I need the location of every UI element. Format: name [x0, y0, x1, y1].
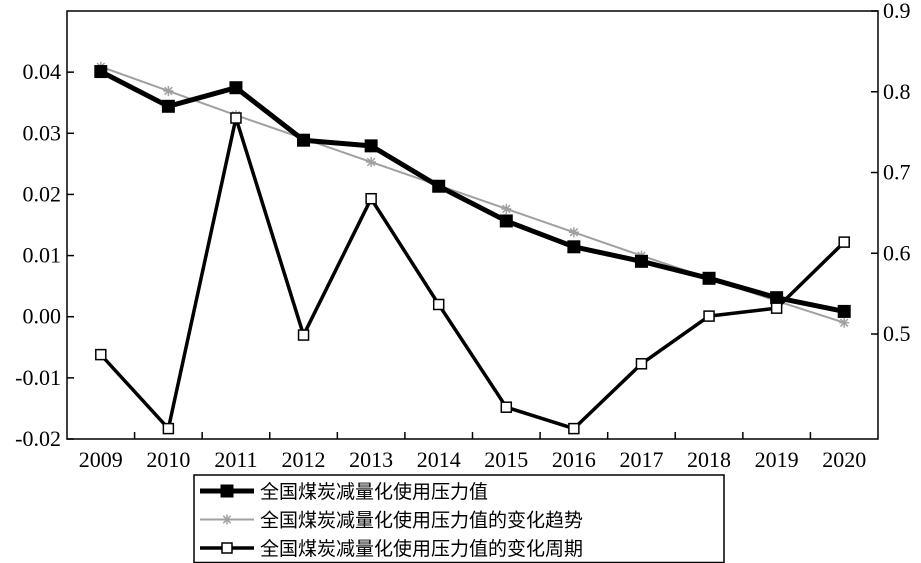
series-1-point: [567, 240, 581, 254]
series-1-point: [297, 133, 311, 147]
left-axis-tick-label: 0.02: [23, 181, 62, 206]
axes: -0.02 -0.01 0.00 0.01 0.02 0.03 0.04 0.5 0.6 0.7 0…: [15, 0, 910, 472]
series-1-point: [94, 65, 108, 79]
x-axis-tick-label: 2012: [282, 447, 326, 472]
series-2-point: [366, 157, 377, 168]
legend-label: 全国煤炭减量化使用压力值: [260, 481, 488, 503]
legend-label: 全国煤炭减量化使用压力值的变化趋势: [260, 510, 583, 532]
left-axis-tick-label: 0.01: [23, 243, 62, 268]
series-3-point: [568, 422, 580, 435]
x-axis-tick-label: 2019: [755, 447, 799, 472]
left-axis-tick-label: 0.04: [23, 59, 62, 84]
series-layer: [94, 61, 851, 435]
series-1-point: [229, 81, 243, 95]
x-axis-tick-label: 2014: [417, 447, 461, 472]
right-axis-tick-label: 0.7: [883, 160, 911, 185]
series-2-point: [839, 317, 850, 328]
series-1-point: [837, 304, 851, 318]
legend-entry: 全国煤炭减量化使用压力值的变化周期: [200, 538, 583, 560]
legend-entry: 全国煤炭减量化使用压力值的变化趋势: [200, 510, 583, 532]
legend-label: 全国煤炭减量化使用压力值的变化周期: [260, 538, 583, 560]
x-axis-tick-label: 2010: [146, 447, 190, 472]
series-1-point: [702, 271, 716, 285]
right-axis-tick-label: 0.5: [883, 321, 911, 346]
x-axis-tick-label: 2011: [214, 447, 257, 472]
series-3-point: [365, 192, 377, 205]
x-axis-tick-label: 2009: [79, 447, 123, 472]
series-3: [95, 112, 850, 435]
x-axis-tick-label: 2016: [552, 447, 596, 472]
x-axis-tick-label: 2013: [349, 447, 393, 472]
right-axis-tick-label: 0.9: [883, 0, 911, 23]
series-1-point: [432, 179, 446, 193]
left-axis-tick-label: -0.02: [15, 426, 61, 451]
series-3-point: [432, 298, 445, 311]
series-2-point: [501, 203, 512, 214]
series-3-point: [297, 329, 310, 341]
series-3-point: [500, 401, 513, 413]
series-3-point: [770, 302, 783, 314]
right-axis-tick-label: 0.6: [883, 240, 911, 265]
legend: 全国煤炭减量化使用压力值全国煤炭减量化使用压力值的变化趋势全国煤炭减量化使用压力…: [193, 474, 725, 563]
series-1: [94, 65, 851, 318]
legend-box: [193, 474, 725, 563]
series-3-point: [162, 422, 175, 435]
series-3-point: [838, 236, 850, 248]
series-3-line: [99, 116, 846, 431]
left-axis-tick-label: 0.00: [23, 304, 62, 329]
series-1-point: [161, 99, 175, 113]
legend-swatch-marker: [222, 514, 232, 525]
left-axis-tick-label: 0.03: [23, 120, 62, 145]
x-axis-tick-label: 2015: [484, 447, 528, 472]
series-3-point: [230, 112, 242, 124]
legend-swatch-marker: [220, 484, 234, 498]
plot-frame: [66, 10, 879, 440]
legend-entry: 全国煤炭减量化使用压力值: [200, 481, 488, 503]
legend-swatch-marker: [221, 542, 233, 554]
series-1-point: [499, 214, 513, 228]
series-1-point: [634, 254, 648, 268]
series-3-point: [95, 348, 107, 361]
series-2-point: [163, 85, 174, 96]
x-axis-tick-label: 2018: [687, 447, 731, 472]
series-3-point: [635, 358, 648, 370]
series-2-point: [568, 227, 579, 238]
series-1-point: [364, 139, 378, 153]
series-1-line: [99, 69, 845, 314]
x-axis-tick-label: 2020: [822, 447, 866, 472]
series-3-point: [703, 310, 715, 322]
right-axis-tick-label: 0.8: [883, 79, 911, 104]
x-axis-tick-label: 2017: [619, 447, 663, 472]
left-axis-tick-label: -0.01: [15, 365, 61, 390]
